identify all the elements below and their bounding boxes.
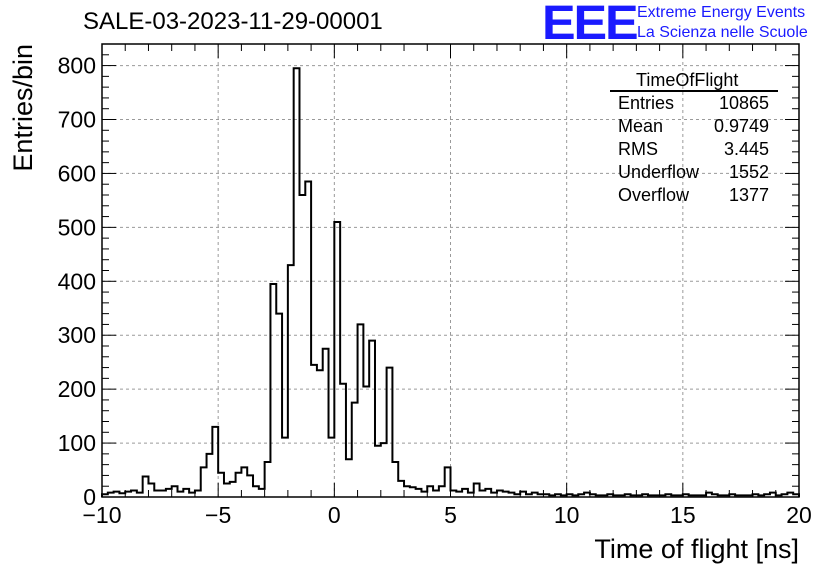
stats-value-rms: 3.445 [723,139,769,159]
y-tick-label: 200 [58,376,96,402]
stats-key-overflow: Overflow [618,185,690,205]
stats-value-underflow: 1552 [728,162,769,182]
y-tick-label: 100 [58,430,96,456]
eee-logo: EEE [542,0,639,50]
x-tick-label: −5 [205,502,231,528]
y-axis-label: Entries/bin [8,44,38,172]
x-tick-label: 10 [554,502,580,528]
stats-value-overflow: 1377 [728,185,769,205]
chart-title: SALE-03-2023-11-29-00001 [83,8,383,35]
x-tick-label: 15 [670,502,696,528]
y-tick-label: 700 [58,107,96,133]
stats-value-entries: 10865 [718,93,769,113]
y-tick-label: 400 [58,268,96,294]
y-tick-label: 300 [58,322,96,348]
x-tick-label: 20 [786,502,812,528]
stats-key-mean: Mean [618,116,664,136]
x-tick-label: 0 [328,502,341,528]
stats-key-underflow: Underflow [618,162,700,182]
x-axis-label: Time of flight [ns] [594,534,799,564]
eee-logo-line1: Extreme Energy Events [637,4,806,21]
x-tick-label: −10 [82,502,121,528]
stats-divider [610,90,778,92]
stats-key-entries: Entries [618,93,675,113]
y-tick-label: 600 [58,160,96,186]
histogram-series [101,67,800,497]
stats-key-rms: RMS [618,139,658,159]
y-tick-label: 800 [58,53,96,79]
y-tick-label: 0 [83,484,96,510]
eee-logo-line2: La Scienza nelle Scuole [637,24,808,41]
y-tick-label: 500 [58,214,96,240]
stats-title: TimeOfFlight [636,70,739,90]
stats-value-mean: 0.9749 [713,116,769,136]
x-tick-label: 5 [444,502,457,528]
